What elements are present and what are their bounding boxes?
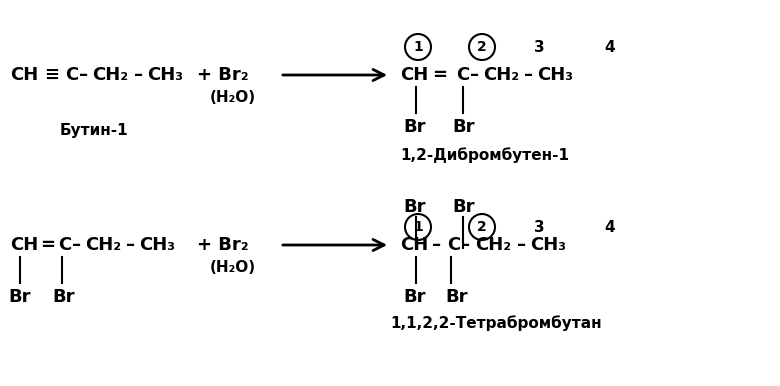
Text: CH₂: CH₂ [85,236,121,254]
Text: (H₂O): (H₂O) [210,259,256,274]
Text: 1,1,2,2-Тетрабромбутан: 1,1,2,2-Тетрабромбутан [390,315,601,331]
Text: –: – [79,66,88,84]
Text: 4: 4 [604,220,615,235]
Text: C: C [58,236,71,254]
Text: CH₃: CH₃ [530,236,566,254]
Text: Br: Br [452,118,474,136]
Text: –: – [134,66,143,84]
Text: Br: Br [445,288,467,306]
Text: 2: 2 [477,220,487,234]
Text: C: C [447,236,460,254]
Text: + Br₂: + Br₂ [197,66,249,84]
Text: –: – [461,236,470,254]
Text: –: – [432,236,441,254]
Text: CH: CH [400,236,428,254]
Text: Бутин-1: Бутин-1 [60,122,129,137]
Text: ≡: ≡ [44,66,59,84]
Text: =: = [432,66,447,84]
Text: CH: CH [10,236,38,254]
Text: Br: Br [8,288,30,306]
Text: Br: Br [452,198,474,216]
Text: –: – [470,66,479,84]
Text: –: – [72,236,81,254]
Text: Br: Br [52,288,75,306]
Text: 3: 3 [534,39,544,54]
Text: 1: 1 [413,40,423,54]
Text: CH: CH [400,66,428,84]
Text: CH₂: CH₂ [483,66,519,84]
Text: 2: 2 [477,40,487,54]
Text: CH₂: CH₂ [475,236,511,254]
Text: 1,2-Дибромбутен-1: 1,2-Дибромбутен-1 [400,147,569,163]
Text: Br: Br [403,288,426,306]
Text: Br: Br [403,118,426,136]
Text: –: – [517,236,526,254]
Text: (H₂O): (H₂O) [210,90,256,105]
Text: 1: 1 [413,220,423,234]
Text: Br: Br [403,198,426,216]
Text: 4: 4 [604,39,615,54]
Text: C: C [65,66,78,84]
Text: –: – [524,66,533,84]
Text: –: – [126,236,135,254]
Text: CH₂: CH₂ [92,66,128,84]
Text: CH₃: CH₃ [537,66,573,84]
Text: C: C [456,66,470,84]
Text: + Br₂: + Br₂ [197,236,249,254]
Text: =: = [40,236,55,254]
Text: CH₃: CH₃ [139,236,175,254]
Text: CH₃: CH₃ [147,66,183,84]
Text: 3: 3 [534,220,544,235]
Text: CH: CH [10,66,38,84]
